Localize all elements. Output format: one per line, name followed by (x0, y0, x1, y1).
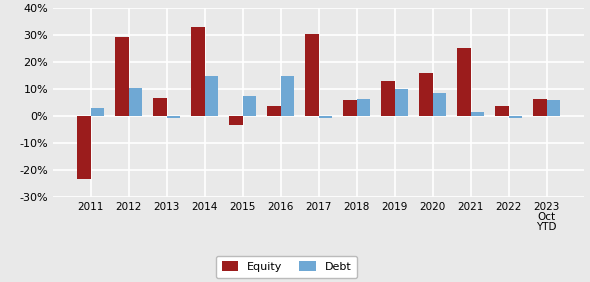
Bar (242, 96, 256, 116)
Bar (419, 73, 432, 116)
Bar (281, 76, 294, 116)
Bar (205, 76, 218, 116)
Bar (230, 116, 242, 125)
Bar (547, 100, 560, 116)
Bar (432, 93, 446, 116)
Bar (533, 99, 547, 116)
Bar (90, 108, 104, 116)
Bar (356, 99, 370, 116)
Bar (381, 81, 395, 116)
Bar (191, 27, 205, 116)
Bar (267, 106, 281, 116)
Bar (471, 112, 484, 116)
Bar (129, 88, 142, 116)
Bar (343, 100, 356, 116)
Legend: Equity, Debt: Equity, Debt (216, 256, 358, 278)
Bar (395, 89, 408, 116)
Bar (509, 116, 522, 118)
Bar (153, 98, 166, 116)
Bar (166, 116, 180, 118)
Bar (496, 106, 509, 116)
Bar (457, 48, 471, 116)
Bar (77, 116, 90, 179)
Bar (305, 34, 319, 116)
Bar (115, 37, 129, 116)
Bar (319, 116, 332, 118)
